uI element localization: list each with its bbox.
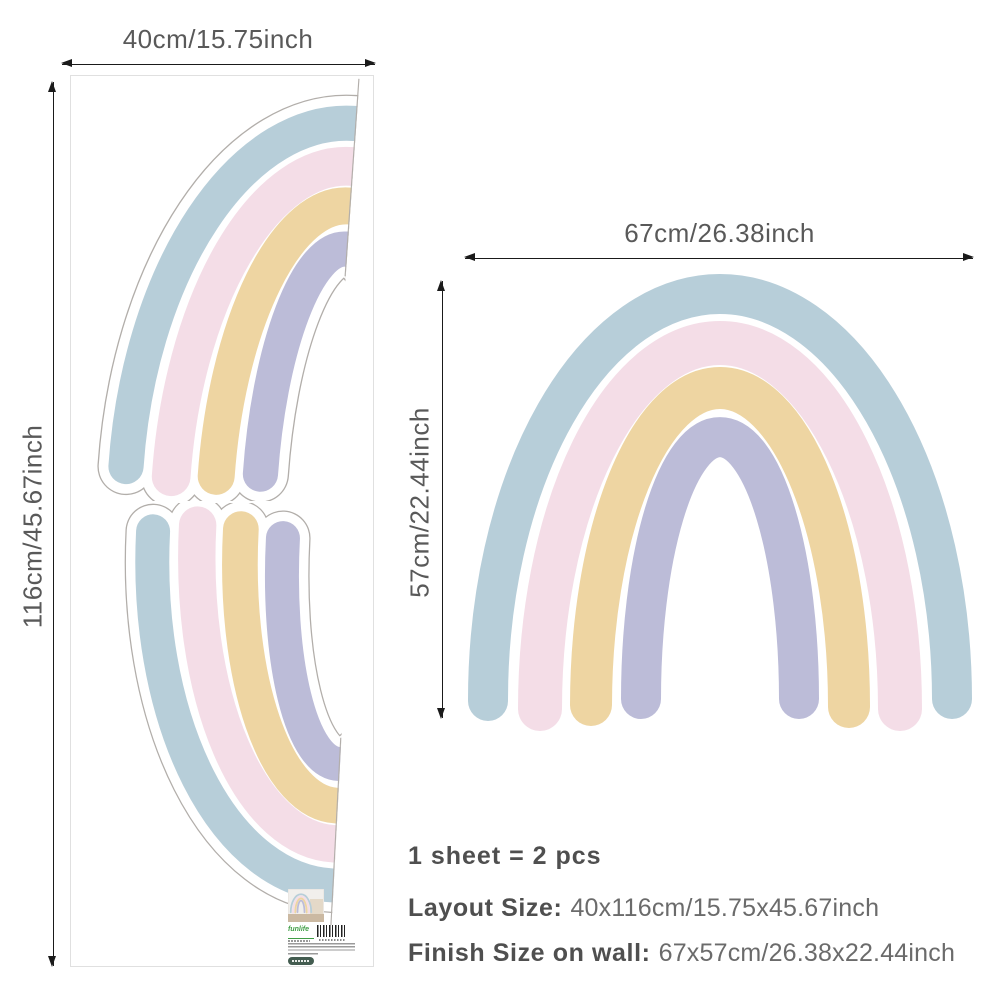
decal-width-arrow (464, 253, 974, 262)
thumbnail-furniture (310, 899, 323, 916)
brand-logo: funlife (288, 926, 314, 942)
barcode (317, 925, 347, 941)
thumbnail-rainbow-icon (289, 893, 313, 914)
decal-width-label: 67cm/26.38inch (624, 218, 815, 248)
sheet-height-arrow (48, 81, 57, 967)
sheet-width-arrow (61, 59, 376, 68)
finish-size-label: Finish Size on wall: (408, 939, 651, 967)
assembled-rainbow-decal (460, 265, 980, 740)
fine-print-text-short (288, 953, 318, 956)
decal-sheet: funlife (70, 75, 374, 967)
decal-height-arrow (437, 280, 446, 719)
size-info-block: 1 sheet = 2 pcs Layout Size: 40x116cm/15.… (408, 842, 955, 984)
sheet-width-label: 40cm/15.75inch (122, 24, 314, 54)
cut-edge-line (344, 78, 360, 277)
sheet-piece-rainbow-right-half (71, 503, 373, 929)
sheet-height-label: 116cm/45.67inch (17, 424, 48, 629)
product-label: funlife (288, 889, 360, 965)
decal-height-label: 57cm/22.44inch (404, 407, 435, 598)
thumbnail-floor (288, 914, 324, 922)
layout-size-row: Layout Size: 40x116cm/15.75x45.67inch (408, 894, 955, 923)
brand-name: funlife (288, 926, 309, 933)
sheet-piece-rainbow-left-half (71, 78, 373, 501)
pieces-per-sheet-text: 1 sheet = 2 pcs (408, 842, 602, 870)
cut-edge-line (330, 737, 342, 929)
finish-size-row: Finish Size on wall: 67x57cm/26.38x22.44i… (408, 939, 955, 968)
finish-size-value: 67x57cm/26.38x22.44inch (658, 939, 956, 967)
product-thumbnail-photo (288, 889, 324, 922)
layout-size-label: Layout Size: (408, 894, 563, 922)
badge-pill (288, 957, 314, 965)
layout-size-value: 40x116cm/15.75x45.67inch (570, 894, 880, 922)
fine-print-text (288, 943, 355, 952)
